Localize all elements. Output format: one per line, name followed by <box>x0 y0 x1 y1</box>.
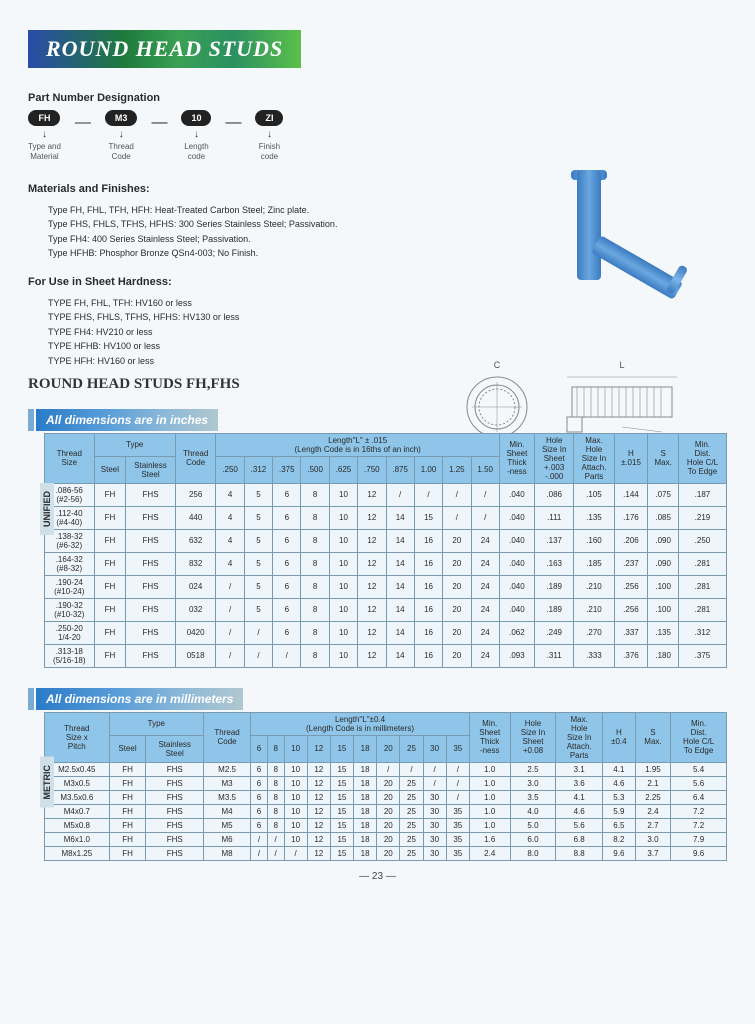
table-row: .190-32(#10-32) FHFHS032 /56810121416202… <box>45 598 727 621</box>
designation-pill: ZI↓Finishcode <box>255 110 283 161</box>
table-row: .190-24(#10-24) FHFHS024 /56810121416202… <box>45 575 727 598</box>
inches-section-bar: All dimensions are in inches <box>36 409 218 431</box>
diagram-c-label: C <box>462 360 532 370</box>
metric-section-bar: All dimensions are in millimeters <box>36 688 243 710</box>
table-row: M6x1.0 FHFHSM6 //1012151820253035 1.66.0… <box>45 832 727 846</box>
hardness-line: TYPE FHS, FHLS, TFHS, HFHS: HV130 or les… <box>48 310 727 324</box>
diagram-l-label: L <box>562 360 682 370</box>
designation-pill: FH↓Type andMaterial <box>28 110 61 161</box>
table-row: .086-56(#2-56) FHFHS256 45681012//// .04… <box>45 483 727 506</box>
metric-tab: METRIC <box>40 757 54 808</box>
table-row: M3.5x0.6 FHFHSM3.5 6810121518202530/ 1.0… <box>45 790 727 804</box>
table-row: .250-201/4-20 FHFHS0420 //68101214162024… <box>45 621 727 644</box>
table-row: M4x0.7 FHFHSM4 681012151820253035 1.04.0… <box>45 804 727 818</box>
table-row: .313-18(5/16-18) FHFHS0518 ///8101214162… <box>45 644 727 667</box>
page-title: ROUND HEAD STUDS <box>28 30 301 68</box>
table-row: .112-40(#4-40) FHFHS440 456810121415// .… <box>45 506 727 529</box>
table-row: .138-32(#6-32) FHFHS632 4568101214162024… <box>45 529 727 552</box>
designation-pill: M3↓ThreadCode <box>105 110 138 161</box>
table-row: M8x1.25 FHFHSM8 ///12151820253035 2.48.0… <box>45 846 727 860</box>
page-number: — 23 — <box>28 871 727 882</box>
hardness-line: TYPE HFHB: HV100 or less <box>48 339 727 353</box>
stud-photo-illustration <box>497 170 677 310</box>
hardness-line: TYPE FH4: HV210 or less <box>48 325 727 339</box>
designation-header: Part Number Designation <box>28 92 727 104</box>
table-row: M2.5x0.45 FHFHSM2.5 6810121518//// 1.02.… <box>45 762 727 776</box>
table-row: .164-32(#8-32) FHFHS832 4568101214162024… <box>45 552 727 575</box>
table-row: M5x0.8 FHFHSM5 681012151820253035 1.05.0… <box>45 818 727 832</box>
unified-tab: UNIFIED <box>40 483 54 535</box>
designation-diagram: FH↓Type andMaterial—M3↓ThreadCode—10↓Len… <box>28 110 727 161</box>
designation-pill: 10↓Lengthcode <box>181 110 211 161</box>
metric-table: ThreadSize xPitch Type ThreadCode Length… <box>44 712 727 861</box>
inches-table: ThreadSize Type ThreadCode Length"L" ± .… <box>44 433 727 668</box>
table-row: M3x0.5 FHFHSM3 68101215182025// 1.03.03.… <box>45 776 727 790</box>
